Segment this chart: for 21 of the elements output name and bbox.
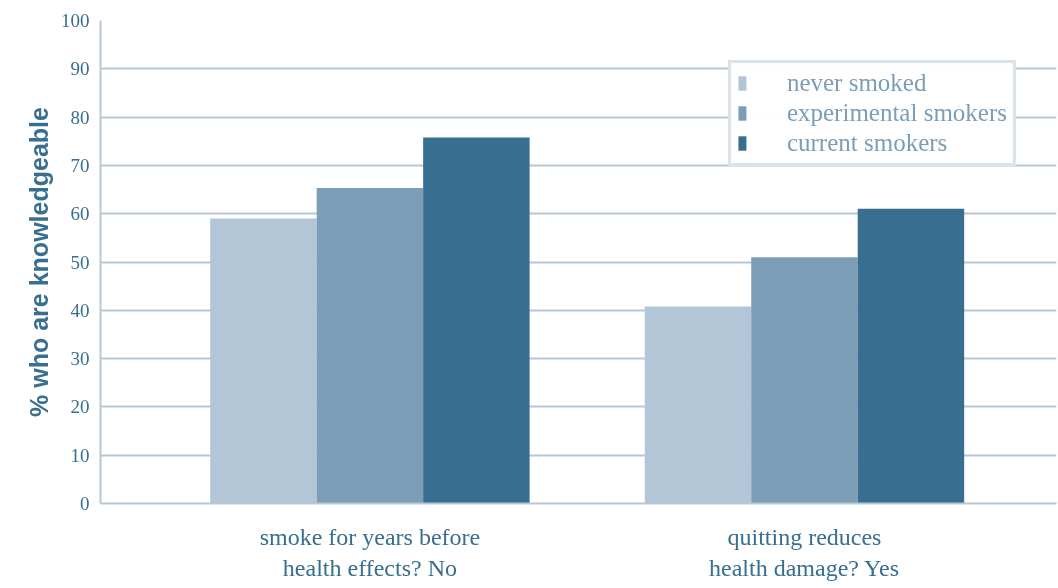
y-tick-label: 30 bbox=[70, 348, 90, 370]
x-tick-label: smoke for years before health effects? No bbox=[259, 523, 481, 581]
y-tick-label: 40 bbox=[70, 299, 90, 321]
legend-label: never smoked bbox=[786, 69, 927, 97]
y-tick-label: 80 bbox=[70, 106, 90, 128]
bar bbox=[857, 208, 965, 504]
legend-label: experimental smokers bbox=[786, 99, 1007, 127]
y-tick-label: 50 bbox=[70, 251, 90, 273]
legend-label: current smokers bbox=[786, 129, 948, 157]
y-tick-label: 90 bbox=[70, 58, 90, 80]
y-tick-label: 20 bbox=[70, 396, 90, 418]
bar bbox=[751, 257, 858, 504]
y-tick-label: 70 bbox=[70, 154, 90, 176]
bar bbox=[316, 188, 424, 504]
y-tick-label: 60 bbox=[70, 203, 90, 225]
bar bbox=[423, 137, 530, 504]
y-tick-label: 0 bbox=[80, 493, 90, 514]
y-axis-title: % who are knowledgeable bbox=[25, 107, 53, 417]
y-tick-label: 100 bbox=[61, 10, 90, 31]
y-tick-label: 10 bbox=[70, 444, 90, 466]
x-tick-label: quitting reduces health damage? Yes bbox=[709, 523, 899, 581]
